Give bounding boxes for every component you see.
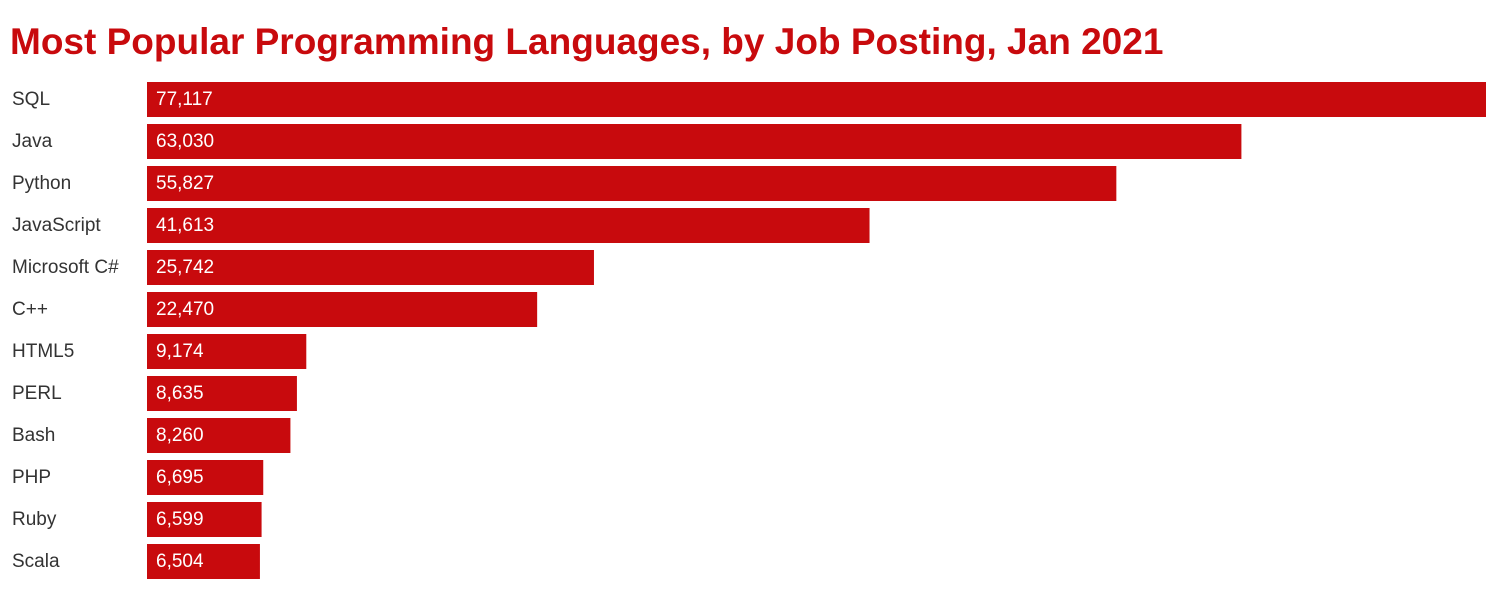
bar [147,208,870,243]
bars-layer: SQL 77,117 Java 63,030 Python 55,827 JavaScrip… [12,82,1486,579]
category-label: Bash [12,425,55,446]
value-label: 25,742 [156,257,214,278]
category-label: Python [12,173,71,194]
value-label: 22,470 [156,299,214,320]
category-label: Ruby [12,509,57,530]
bar [147,250,594,285]
bar [147,376,297,411]
category-label: Java [12,131,53,152]
bar [147,82,1486,117]
category-label: SQL [12,89,50,110]
category-label: PHP [12,467,51,488]
bar [147,124,1242,159]
bar [147,166,1117,201]
bar [147,460,264,495]
category-label: C++ [12,299,48,320]
value-label: 41,613 [156,215,214,236]
bar [147,334,307,369]
value-label: 8,260 [156,425,204,446]
chart-title: Most Popular Programming Languages, by J… [10,21,1164,62]
value-label: 6,504 [156,551,204,572]
category-label: PERL [12,383,62,404]
value-label: 8,635 [156,383,204,404]
bar [147,502,262,537]
value-label: 77,117 [156,89,213,110]
bar [147,544,260,579]
category-label: JavaScript [12,215,101,236]
value-label: 6,695 [156,467,204,488]
value-label: 9,174 [156,341,204,362]
bar [147,292,538,327]
category-label: Microsoft C# [12,257,119,278]
value-label: 63,030 [156,131,214,152]
bar [147,418,291,453]
value-label: 55,827 [156,173,214,194]
category-label: Scala [12,551,60,572]
category-label: HTML5 [12,341,74,362]
value-label: 6,599 [156,509,204,530]
